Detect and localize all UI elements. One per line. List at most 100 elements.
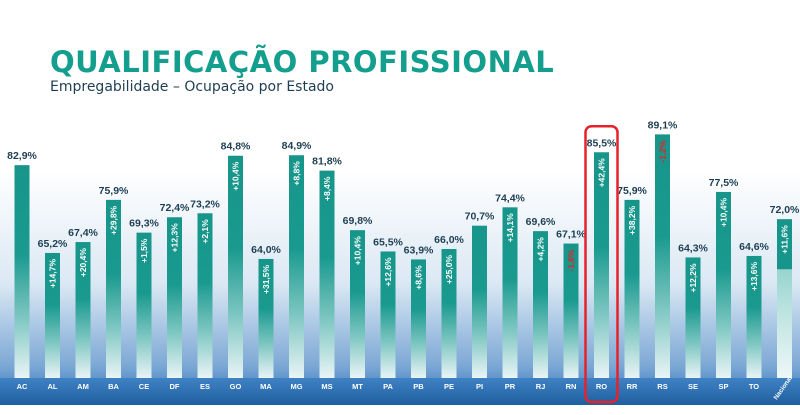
growth-label-rn: -1,6% xyxy=(566,249,576,272)
bar-pr xyxy=(502,207,518,378)
bar-rn xyxy=(563,243,579,378)
value-label-ce: 69,3% xyxy=(129,218,159,230)
category-label-ac: AC xyxy=(17,382,28,391)
value-label-ma: 64,0% xyxy=(251,244,281,256)
growth-label-go: +10,4% xyxy=(231,161,241,191)
value-label-rs: 89,1% xyxy=(648,119,678,131)
category-label-ma: MA xyxy=(260,382,272,391)
value-label-nacional: 72,0% xyxy=(770,204,800,216)
growth-label-ce: +1,5% xyxy=(139,238,149,263)
bar-ac xyxy=(14,165,30,378)
value-label-rr: 75,9% xyxy=(617,185,647,197)
chart-subtitle: Empregabilidade – Ocupação por Estado xyxy=(50,79,334,95)
bar-pa xyxy=(380,251,396,378)
category-label-mg: MG xyxy=(290,382,302,391)
bar-ba xyxy=(106,199,121,378)
bar-ms xyxy=(319,170,335,378)
growth-label-pb: +8,6% xyxy=(414,265,424,290)
growth-label-nacional: +11,6% xyxy=(780,225,790,254)
category-label-rs: RS xyxy=(657,382,667,391)
category-label-rr: RR xyxy=(627,382,638,391)
category-label-go: GO xyxy=(230,382,242,391)
value-label-am: 67,4% xyxy=(68,227,98,239)
value-label-se: 64,3% xyxy=(678,242,708,254)
bar-df xyxy=(167,217,182,378)
value-label-pe: 66,0% xyxy=(434,234,464,246)
value-label-to: 64,6% xyxy=(739,241,769,253)
bar-ma xyxy=(258,258,274,378)
bar-es xyxy=(197,213,213,378)
growth-label-pe: +25,0% xyxy=(444,255,454,285)
value-label-mg: 84,9% xyxy=(282,140,312,152)
category-label-se: SE xyxy=(688,382,698,391)
growth-label-pa: +12,6% xyxy=(383,257,393,287)
growth-label-to: +13,6% xyxy=(749,262,759,292)
growth-label-pr: +14,1% xyxy=(505,213,515,243)
category-label-ba: BA xyxy=(108,382,119,391)
growth-label-rs: -1,2% xyxy=(658,140,668,163)
bar-ro xyxy=(594,152,609,378)
bar-nacional-top xyxy=(777,219,792,270)
growth-label-ro: +42,4% xyxy=(597,158,607,188)
bar-pe xyxy=(441,249,457,378)
chart-title: QUALIFICAÇÃO PROFISSIONAL xyxy=(50,45,555,79)
value-label-pi: 70,7% xyxy=(465,211,495,223)
growth-label-mt: +10,4% xyxy=(353,236,363,266)
value-label-ms: 81,8% xyxy=(312,156,342,168)
growth-label-sp: +10,4% xyxy=(719,198,729,228)
value-label-es: 73,2% xyxy=(190,198,220,210)
bar-ce xyxy=(136,232,152,378)
category-label-pr: PR xyxy=(505,382,516,391)
bar-pi xyxy=(472,225,487,378)
category-label-al: AL xyxy=(48,382,58,391)
growth-label-al: +14,7% xyxy=(48,259,58,289)
category-label-pe: PE xyxy=(444,382,454,391)
growth-label-ma: +31,5% xyxy=(261,264,271,294)
category-label-pb: PB xyxy=(413,382,424,391)
value-label-go: 84,8% xyxy=(221,141,251,153)
category-label-df: DF xyxy=(170,382,180,391)
category-label-pi: PI xyxy=(476,382,483,391)
bar-mt xyxy=(350,230,365,378)
category-label-ms: MS xyxy=(321,382,332,391)
growth-label-ms: +8,4% xyxy=(322,176,332,201)
value-label-rn: 67,1% xyxy=(556,229,586,241)
value-label-rj: 69,6% xyxy=(526,216,556,228)
bar-rs xyxy=(655,134,670,378)
value-label-pr: 74,4% xyxy=(495,192,525,204)
category-label-sp: SP xyxy=(718,382,728,391)
category-label-am: AM xyxy=(77,382,89,391)
value-label-sp: 77,5% xyxy=(709,177,739,189)
bar-mg xyxy=(289,155,304,378)
category-label-to: TO xyxy=(749,382,759,391)
growth-label-am: +20,4% xyxy=(78,248,88,278)
value-label-ba: 75,9% xyxy=(99,185,129,197)
bar-to xyxy=(746,255,762,378)
growth-label-es: +2,1% xyxy=(200,219,210,244)
bar-se xyxy=(685,257,701,378)
category-label-rn: RN xyxy=(566,382,577,391)
axis-baseline-band xyxy=(0,378,800,405)
bottom-white-band xyxy=(0,405,800,415)
growth-label-mg: +8,8% xyxy=(292,161,302,186)
bar-go xyxy=(228,155,243,378)
category-label-ro: RO xyxy=(596,382,607,391)
growth-label-se: +12,2% xyxy=(688,263,698,293)
growth-label-df: +12,3% xyxy=(170,223,180,253)
growth-label-rj: +4,2% xyxy=(536,237,546,262)
value-label-df: 72,4% xyxy=(160,202,190,214)
category-label-mt: MT xyxy=(352,382,363,391)
category-label-pa: PA xyxy=(383,382,393,391)
category-label-es: ES xyxy=(200,382,210,391)
bar-pb xyxy=(411,259,426,378)
bar-sp xyxy=(716,191,731,378)
growth-label-rr: +38,2% xyxy=(627,205,637,235)
value-label-ac: 82,9% xyxy=(7,150,37,162)
category-label-ce: CE xyxy=(139,382,149,391)
bar-rj xyxy=(533,231,548,378)
bar-am xyxy=(75,242,91,378)
value-label-mt: 69,8% xyxy=(343,215,373,227)
growth-label-ba: +29,8% xyxy=(109,205,119,235)
